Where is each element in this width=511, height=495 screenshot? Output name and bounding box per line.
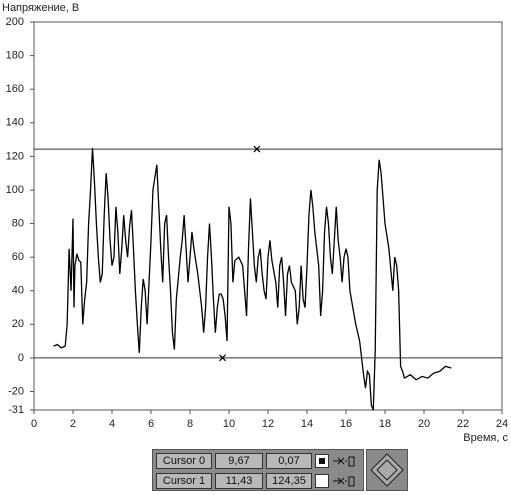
cursor-marker [253, 145, 261, 153]
cursor-name: Cursor 0 [156, 453, 212, 469]
x-tick-label: 24 [496, 418, 508, 430]
cursor-navigator[interactable] [366, 449, 408, 491]
cursor-marker [219, 354, 226, 362]
cursor-lock[interactable] [332, 474, 356, 488]
x-tick-label: 12 [262, 418, 274, 430]
x-tick-label: 16 [340, 418, 352, 430]
chart: Напряжение, В Время, с -31-2002040608010… [2, 2, 508, 444]
x-axis-label: Время, с [463, 432, 508, 444]
x-tick-label: 10 [223, 418, 235, 430]
cursor-x: 11,43 [215, 473, 263, 489]
cursor-x: 9,67 [215, 453, 263, 469]
cursor-y: 0,07 [266, 453, 312, 469]
cursor-row: Cursor 1 11,43 124,35 [156, 473, 356, 489]
y-tick-label: 160 [6, 83, 24, 95]
y-tick-label: 60 [12, 251, 24, 263]
cursor-panel: Cursor 0 9,67 0,07 Cursor 1 11,43 124,35 [152, 449, 364, 491]
navigator-icon [370, 453, 404, 487]
y-tick-label: 140 [6, 117, 24, 129]
x-tick-label: 14 [301, 418, 313, 430]
x-tick-label: 22 [457, 418, 469, 430]
x-tick-label: 0 [31, 418, 37, 430]
data-line [53, 147, 452, 411]
y-tick-label: 20 [12, 318, 24, 330]
cursor-name: Cursor 1 [156, 473, 212, 489]
y-axis-label: Напряжение, В [2, 2, 79, 14]
y-tick-label: -31 [8, 404, 24, 416]
y-tick-label: 120 [6, 150, 24, 162]
x-tick-label: 4 [109, 418, 115, 430]
y-tick-label: 80 [12, 217, 24, 229]
y-tick-label: 0 [18, 352, 24, 364]
y-tick-label: 200 [6, 16, 24, 28]
x-tick-label: 2 [70, 418, 76, 430]
cursor-style[interactable] [315, 474, 329, 488]
x-tick-label: 8 [187, 418, 193, 430]
y-tick-label: 40 [12, 285, 24, 297]
cursor-row: Cursor 0 9,67 0,07 [156, 453, 356, 469]
y-tick-label: 100 [6, 184, 24, 196]
cursor-lock[interactable] [332, 454, 356, 468]
y-tick-label: -20 [8, 385, 24, 397]
y-tick-label: 180 [6, 49, 24, 61]
x-tick-label: 18 [379, 418, 391, 430]
cursor-y: 124,35 [266, 473, 312, 489]
x-tick-label: 20 [418, 418, 430, 430]
cursor-style[interactable] [315, 454, 329, 468]
x-tick-label: 6 [148, 418, 154, 430]
